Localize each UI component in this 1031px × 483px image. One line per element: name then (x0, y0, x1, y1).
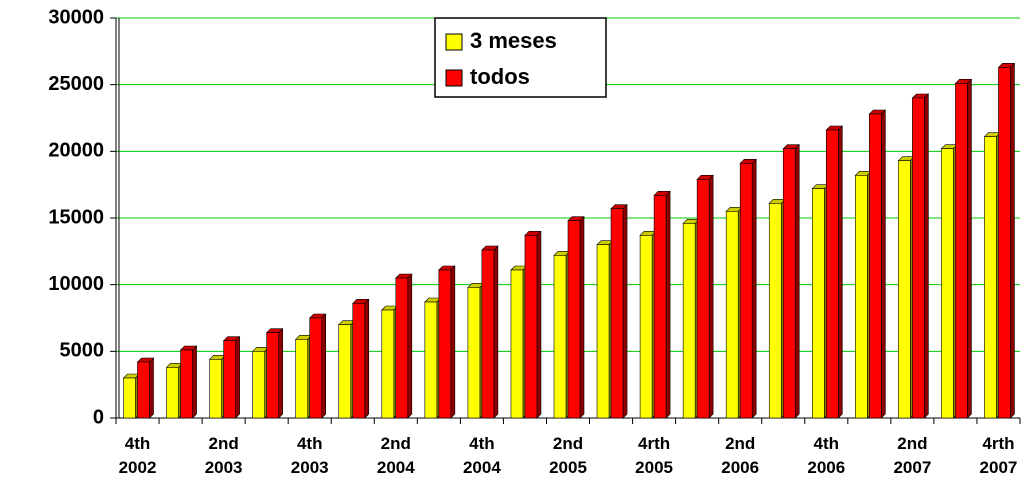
bar-side (1010, 62, 1015, 419)
bar-side (278, 327, 283, 419)
bar (137, 361, 150, 419)
bar (984, 136, 997, 419)
bar (596, 244, 610, 419)
bar-side (665, 190, 671, 419)
x-tick-label: 4th 2006 (807, 434, 846, 477)
legend-label: 3 meses (470, 28, 557, 53)
bar-side (881, 109, 886, 419)
bar (252, 351, 265, 419)
bar-side (407, 273, 413, 419)
bar (768, 203, 782, 419)
x-tick-label: 2nd 2004 (376, 434, 415, 477)
bar-side (837, 125, 843, 419)
bar (898, 160, 911, 419)
x-tick-label: 2nd 2007 (893, 434, 932, 477)
bar (811, 188, 825, 419)
bar-side (149, 357, 154, 419)
bar (438, 269, 452, 419)
bar (653, 195, 667, 419)
x-tick-label: 4th 2003 (290, 434, 329, 477)
x-tick-label: 4rth 2005 (635, 434, 673, 477)
bar (825, 129, 839, 419)
x-tick-label: 4th 2004 (462, 434, 501, 477)
x-tick-label: 4th 2002 (118, 434, 157, 477)
legend-label: todos (470, 64, 530, 89)
y-tick-label: 10000 (48, 273, 104, 295)
bar (223, 340, 236, 419)
bar (639, 235, 653, 419)
bar (395, 277, 409, 419)
bar-side (579, 215, 585, 419)
bar (424, 301, 438, 419)
y-tick-label: 30000 (48, 6, 104, 28)
bar (352, 303, 366, 419)
bar (955, 83, 968, 419)
bar-side (924, 93, 929, 419)
x-tick-label: 2nd 2006 (721, 434, 760, 477)
x-tick-label: 4rth 2007 (979, 434, 1018, 477)
bar (553, 255, 567, 419)
bar (869, 113, 882, 419)
bar-side (364, 298, 370, 419)
bar (481, 249, 495, 419)
bar (180, 349, 193, 419)
bar (998, 67, 1011, 419)
bar (309, 317, 323, 419)
bar (725, 211, 739, 419)
bar (266, 332, 279, 419)
bar (682, 223, 696, 419)
x-tick-label: 2nd 2003 (204, 434, 243, 477)
legend-swatch (445, 69, 463, 87)
bar (123, 377, 136, 419)
legend-box (434, 17, 607, 98)
bar-side (321, 313, 327, 419)
bar-side (751, 158, 757, 419)
bar-side (967, 78, 972, 419)
y-tick-label: 5000 (60, 340, 105, 362)
bar (510, 269, 524, 419)
bar-side (192, 345, 197, 419)
bar (338, 324, 352, 419)
bar (209, 359, 222, 419)
bar (912, 97, 925, 419)
bar (696, 179, 710, 419)
bar (524, 235, 538, 419)
bar-side (708, 174, 714, 419)
legend-swatch (445, 33, 463, 51)
bar (855, 175, 868, 419)
bar (567, 220, 581, 419)
bar (610, 208, 624, 419)
legend: 3 meses todos (434, 17, 607, 98)
bar (166, 367, 179, 419)
y-tick-label: 15000 (48, 206, 104, 228)
x-tick-label: 2nd 2005 (549, 434, 587, 477)
bar (381, 309, 395, 419)
bar-side (536, 230, 542, 419)
bar-side (622, 203, 628, 419)
bar-side (235, 335, 240, 419)
bar (467, 287, 481, 419)
y-tick-label: 0 (93, 406, 104, 428)
bar-side (450, 265, 456, 419)
bar (782, 148, 796, 419)
bar (739, 163, 753, 419)
bar-side (493, 245, 499, 419)
y-tick-label: 25000 (48, 73, 104, 95)
bar (941, 148, 954, 419)
bar-side (794, 143, 800, 419)
y-tick-label: 20000 (48, 140, 104, 162)
bar (295, 339, 309, 419)
